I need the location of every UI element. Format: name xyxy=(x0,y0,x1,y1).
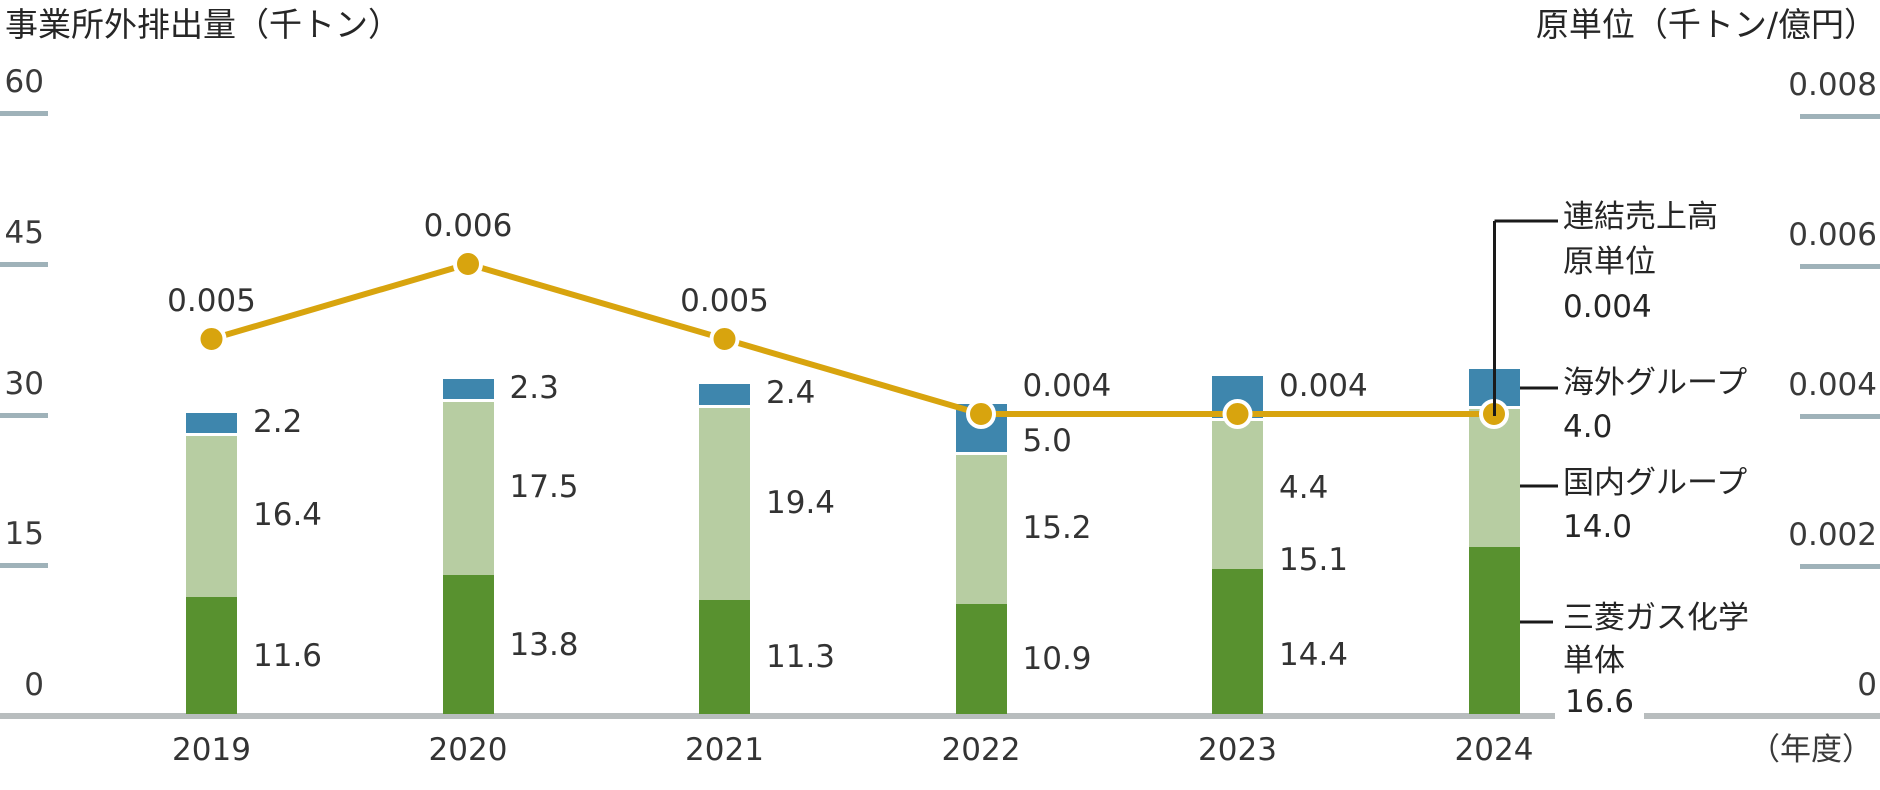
right-axis-tick-label: 0 xyxy=(1857,667,1877,703)
right-axis-title: 原単位（千トン/億円） xyxy=(1535,5,1877,44)
bar-segment-overseas-2022 xyxy=(955,401,1007,452)
bar-segment-single-2022 xyxy=(955,604,1007,714)
bar-value-domestic-2022: 15.2 xyxy=(1022,510,1092,547)
bar-segment-domestic-2021 xyxy=(699,405,750,601)
x-axis-label: 2020 xyxy=(428,732,508,768)
left-axis-title: 事業所外排出量（千トン） xyxy=(5,5,401,44)
right-axis-tick-line xyxy=(1800,564,1880,569)
bar-segment-overseas-2020 xyxy=(442,376,494,400)
x-axis-label: 2022 xyxy=(941,732,1021,768)
x-axis-label: 2021 xyxy=(685,732,764,768)
bar-segment-domestic-2024 xyxy=(1468,406,1520,548)
bar-value-overseas-2020: 2.3 xyxy=(509,369,559,406)
intensity-value-2021: 0.005 xyxy=(680,283,769,319)
bar-segment-domestic-2023 xyxy=(1212,417,1263,570)
bar-value-domestic-2019: 16.4 xyxy=(253,497,323,533)
bar-segment-single-2023 xyxy=(1212,569,1263,714)
bar-segment-single-2020 xyxy=(442,575,494,714)
bar-value-single-2023: 14.4 xyxy=(1279,637,1349,673)
bar-value-overseas-2021: 2.4 xyxy=(766,375,816,412)
legend-domestic-value: 14.0 xyxy=(1563,509,1633,545)
intensity-dot-2021 xyxy=(709,324,740,354)
right-axis-tick-label: 0.008 xyxy=(1788,67,1877,103)
intensity-value-2022: 0.004 xyxy=(1022,368,1112,404)
bar-segment-overseas-2024 xyxy=(1468,366,1520,407)
x-axis-baseline xyxy=(0,713,1880,719)
x-axis-label: 2024 xyxy=(1454,732,1534,768)
bar-segment-overseas-2021 xyxy=(699,381,750,406)
bar-value-single-2022: 10.9 xyxy=(1022,641,1092,678)
bar-value-overseas-2023: 4.4 xyxy=(1279,470,1329,506)
bar-segment-overseas-2019 xyxy=(186,410,237,433)
x-axis-unit-label: （年度） xyxy=(1749,732,1873,768)
left-axis-tick-label: 30 xyxy=(4,365,44,402)
bar-value-domestic-2020: 17.5 xyxy=(509,469,579,506)
bar-segment-single-2019 xyxy=(186,597,237,714)
right-axis-tick-label: 0.002 xyxy=(1788,517,1877,553)
left-axis-tick-line xyxy=(0,111,48,116)
legend-line-label-1: 連結売上高 xyxy=(1563,199,1718,235)
intensity-dot-2019 xyxy=(196,324,227,354)
bar-segment-overseas-2023 xyxy=(1212,373,1263,418)
intensity-value-2019: 0.005 xyxy=(167,283,256,319)
bar-value-domestic-2023: 15.1 xyxy=(1279,542,1349,578)
bar-value-single-2020: 13.8 xyxy=(509,626,579,663)
bar-segment-domestic-2022 xyxy=(955,451,1007,605)
right-axis-tick-label: 0.004 xyxy=(1788,367,1877,403)
x-axis-label: 2023 xyxy=(1198,732,1277,768)
left-axis-tick-line xyxy=(0,563,48,569)
legend-single-label-1: 三菱ガス化学 xyxy=(1563,600,1749,636)
bar-value-single-2021: 11.3 xyxy=(766,639,836,676)
bar-segment-domestic-2020 xyxy=(442,399,494,576)
left-axis-tick-line xyxy=(0,261,48,267)
legend-overseas-label: 海外グループ xyxy=(1563,365,1748,401)
right-axis-tick-line xyxy=(1800,414,1880,419)
bar-segment-domestic-2019 xyxy=(186,432,237,598)
right-axis-tick-line xyxy=(1800,264,1880,269)
bar-value-domestic-2021: 19.4 xyxy=(766,484,836,521)
intensity-dot-2020 xyxy=(453,249,483,279)
left-axis-tick-label: 45 xyxy=(4,214,44,251)
bar-value-overseas-2022: 5.0 xyxy=(1022,423,1072,459)
bar-segment-single-2024 xyxy=(1468,547,1520,714)
left-axis-tick-label: 15 xyxy=(4,516,44,553)
legend-line-label-2: 原単位 xyxy=(1563,244,1656,280)
intensity-value-2020: 0.006 xyxy=(423,208,513,244)
left-axis-tick-label: 0 xyxy=(24,667,44,703)
legend-line-value: 0.004 xyxy=(1563,289,1652,325)
right-axis-tick-line xyxy=(1800,114,1880,119)
left-axis-tick-label: 60 xyxy=(4,64,44,100)
left-axis-tick-line xyxy=(0,412,48,418)
bar-value-single-2019: 11.6 xyxy=(253,637,323,674)
legend-single-value: 16.6 xyxy=(1555,685,1645,719)
legend-domestic-label: 国内グループ xyxy=(1563,465,1748,501)
legend-overseas-value: 4.0 xyxy=(1563,409,1613,445)
right-axis-tick-label: 0.006 xyxy=(1788,217,1877,253)
intensity-value-2023: 0.004 xyxy=(1279,368,1368,404)
legend-single-label-2: 単体 xyxy=(1563,643,1625,679)
x-axis-label: 2019 xyxy=(172,732,251,768)
bar-segment-single-2021 xyxy=(699,600,750,714)
bar-value-overseas-2019: 2.2 xyxy=(253,403,303,440)
